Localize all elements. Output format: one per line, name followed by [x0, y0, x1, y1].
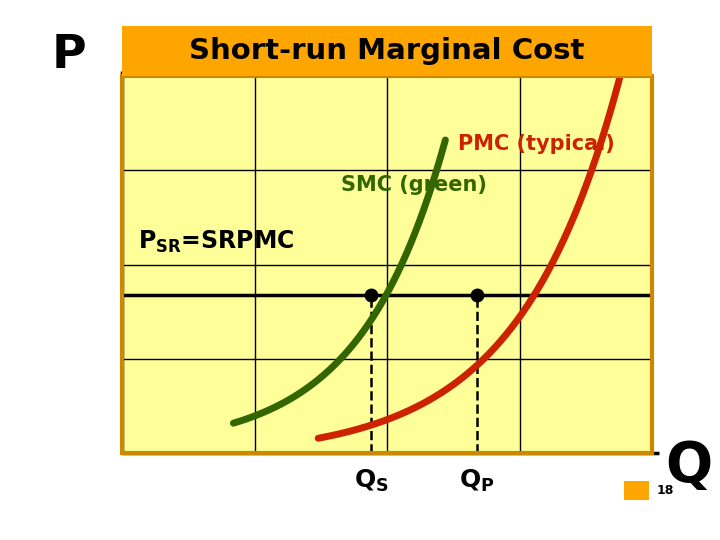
Text: Q$_{\mathregular{P}}$: Q$_{\mathregular{P}}$: [459, 468, 495, 494]
Text: Q$_{\mathregular{S}}$: Q$_{\mathregular{S}}$: [354, 468, 389, 494]
Text: P$_{\mathregular{SR}}$=SRPMC: P$_{\mathregular{SR}}$=SRPMC: [138, 229, 294, 255]
Text: P: P: [52, 33, 86, 78]
Bar: [122, 76, 652, 454]
Bar: [122, 26, 652, 76]
Bar: [624, 481, 649, 500]
Text: Short-run Marginal Cost: Short-run Marginal Cost: [189, 37, 585, 65]
Text: SMC (green): SMC (green): [341, 176, 487, 195]
Text: PMC (typical): PMC (typical): [458, 134, 615, 154]
Text: Q: Q: [665, 439, 712, 493]
Bar: [122, 76, 652, 454]
Text: 18: 18: [656, 484, 674, 497]
